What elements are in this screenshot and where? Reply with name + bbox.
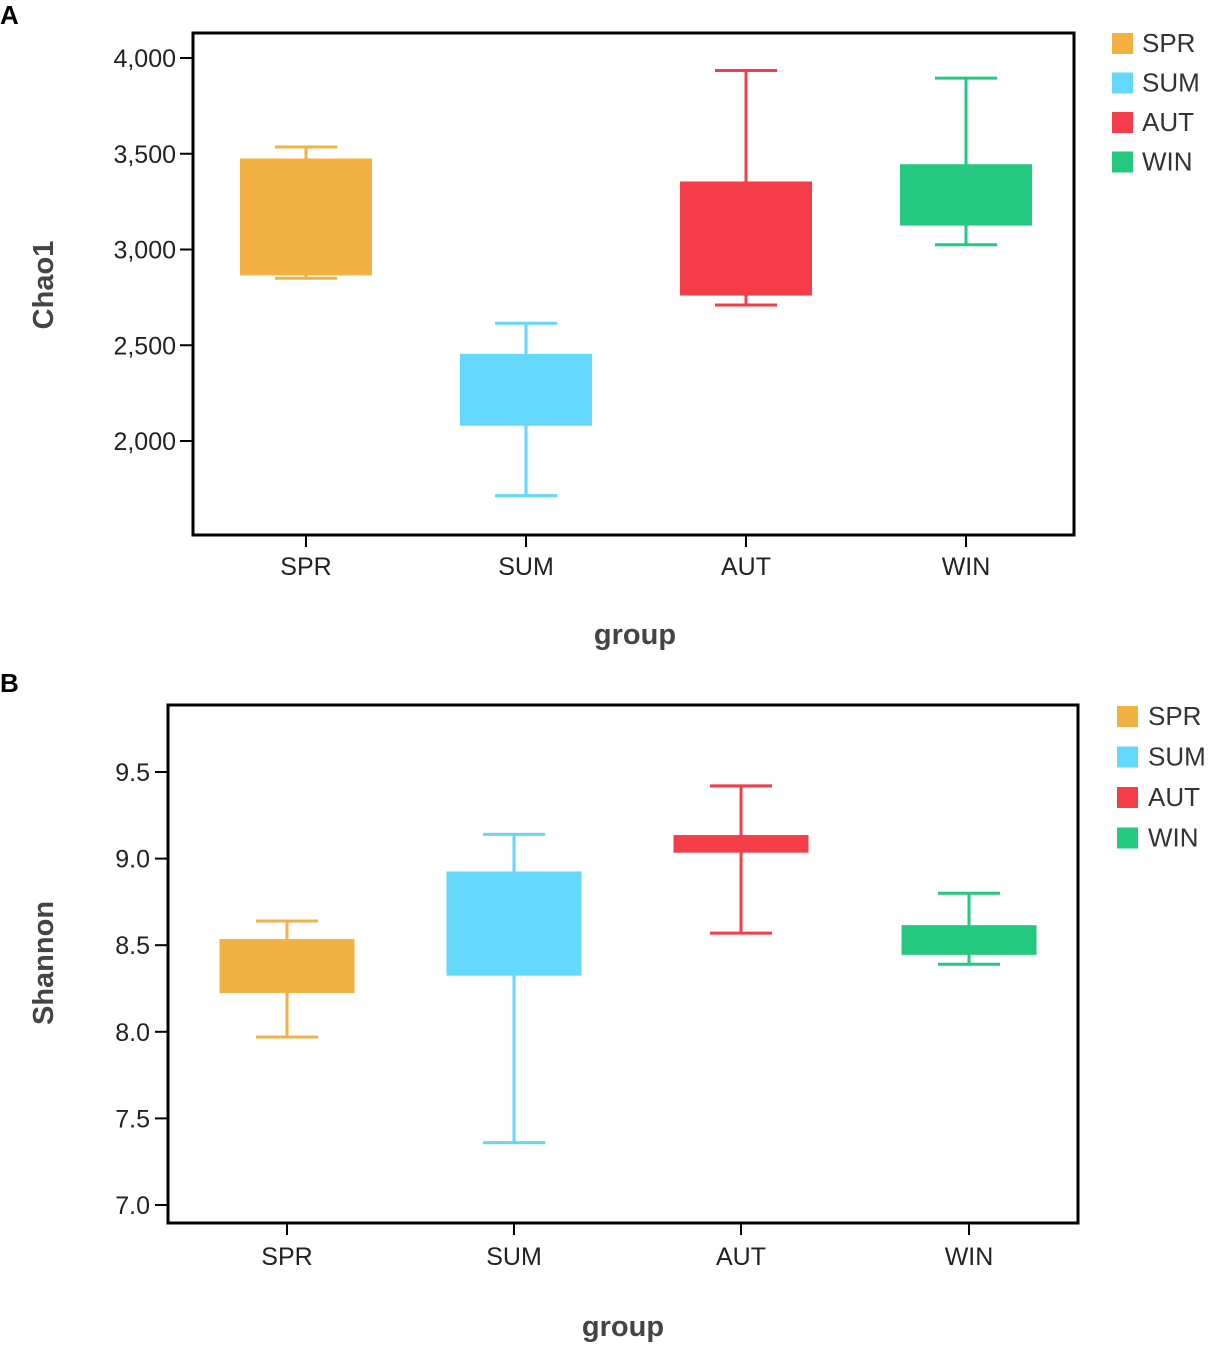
x-tick-label: SUM: [498, 553, 554, 581]
iqr-box: [446, 871, 582, 976]
x-tick-label: SUM: [486, 1243, 542, 1271]
y-tick-label: 7.0: [115, 1192, 150, 1220]
legend-swatch-aut: [1117, 787, 1138, 808]
panel-a-x-axis-title: group: [594, 619, 676, 651]
box-spr: [240, 145, 372, 280]
panel-b-y-axis: 7.0 7.5 8.0 8.5 9.0 9.5: [115, 759, 168, 1220]
legend-label-aut: AUT: [1148, 782, 1200, 812]
legend-swatch-win: [1117, 827, 1138, 849]
panel-a-y-axis-title: Chao1: [28, 241, 60, 330]
x-tick-label: SPR: [280, 553, 331, 581]
panel-a-y-axis: 2,000 2,500 3,000 3,500 4,000: [113, 45, 193, 456]
legend-label-spr: SPR: [1142, 28, 1195, 58]
box-win: [900, 76, 1032, 247]
x-tick-label: AUT: [716, 1243, 766, 1271]
panel-a-legend: SPR SUM AUT WIN: [1112, 28, 1200, 177]
y-tick-label: 9.0: [115, 846, 150, 874]
box-aut: [673, 784, 809, 935]
panel-a: A 2,000 2,500 3,000 3,500 4,000 SPR SUM AUT WIN…: [0, 0, 1200, 651]
iqr-box: [673, 835, 809, 853]
y-tick-label: 8.0: [115, 1019, 150, 1047]
panel-b-x-axis-title: group: [582, 1311, 664, 1343]
legend-swatch-sum: [1112, 72, 1133, 94]
panel-b-plot-frame: [166, 703, 1080, 1225]
y-tick-label: 4,000: [113, 45, 176, 73]
x-tick-label: AUT: [721, 553, 771, 581]
panel-a-boxes: [240, 68, 1032, 498]
legend-label-spr: SPR: [1148, 701, 1201, 731]
panel-b: B 7.07.58.08.59.09.5 SPR SUM AUT WIN group …: [0, 668, 1206, 1343]
y-tick-label: 7.5: [115, 1105, 150, 1133]
box-sum: [446, 832, 582, 1145]
x-tick-label: WIN: [945, 1243, 994, 1271]
legend-label-sum: SUM: [1148, 742, 1206, 772]
x-tick-label: WIN: [942, 553, 991, 581]
legend-swatch-win: [1112, 151, 1133, 173]
panel-b-legend: SPR SUM AUT WIN: [1117, 701, 1206, 853]
panel-a-letter: A: [0, 0, 19, 30]
legend-label-aut: AUT: [1142, 107, 1194, 137]
panel-a-plot-frame: [191, 31, 1076, 537]
legend-swatch-sum: [1117, 746, 1138, 768]
iqr-box: [680, 181, 812, 296]
y-tick-label: 3,000: [113, 237, 176, 265]
box-sum: [460, 321, 592, 498]
legend-label-win: WIN: [1142, 147, 1193, 177]
legend-swatch-spr: [1117, 706, 1138, 727]
panel-b-boxes: [219, 784, 1037, 1145]
box-spr: [219, 919, 355, 1039]
legend-label-sum: SUM: [1142, 68, 1200, 98]
iqr-box: [900, 164, 1032, 226]
y-tick-label: 2,000: [113, 428, 176, 456]
y-tick-label: 3,500: [113, 141, 176, 169]
panel-b-x-axis: SPR SUM AUT WIN: [261, 1223, 993, 1271]
iqr-box: [901, 925, 1037, 955]
legend-label-win: WIN: [1148, 823, 1199, 853]
iqr-box: [460, 353, 592, 426]
panel-b-letter: B: [0, 668, 19, 698]
box-win: [901, 891, 1037, 966]
x-tick-label: SPR: [261, 1243, 312, 1271]
iqr-box: [240, 158, 372, 276]
panel-a-x-axis: SPR SUM AUT WIN: [280, 535, 990, 581]
legend-swatch-aut: [1112, 112, 1133, 133]
legend-swatch-spr: [1112, 33, 1133, 54]
iqr-box: [219, 939, 355, 993]
y-tick-label: 9.5: [115, 759, 150, 787]
box-aut: [680, 68, 812, 307]
y-tick-label: 2,500: [113, 332, 176, 360]
panel-b-y-axis-title: Shannon: [28, 901, 60, 1025]
y-tick-label: 8.5: [115, 932, 150, 960]
